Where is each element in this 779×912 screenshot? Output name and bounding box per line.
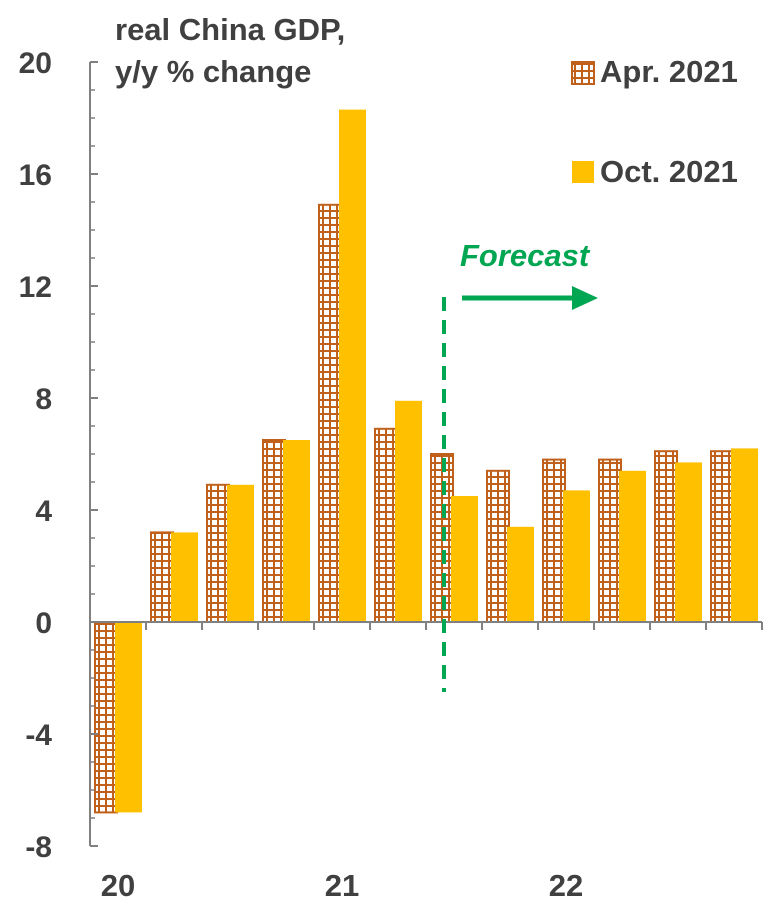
bar-oct-21Q4: [507, 526, 534, 622]
bar-apr-22Q4: [710, 450, 734, 624]
series-apr-2021: [94, 203, 734, 814]
forecast-arrow-head: [572, 286, 598, 310]
bar-oct-21Q1: [339, 109, 366, 623]
bar-apr-20Q4: [262, 439, 286, 623]
y-tick-label: 16: [19, 159, 52, 192]
y-axis-label: y/y % change: [115, 54, 311, 89]
y-tick-labels: -8 -4 0 4 8 12 16 20: [19, 47, 53, 864]
bar-apr-22Q1: [542, 458, 566, 623]
legend-label-apr: Apr. 2021: [600, 54, 738, 89]
bar-oct-22Q1: [563, 490, 590, 622]
bar-apr-21Q1: [318, 203, 342, 624]
bar-apr-22Q3: [654, 450, 678, 624]
bar-apr-21Q4: [486, 469, 510, 623]
y-tick-label: 0: [35, 607, 52, 640]
bar-oct-22Q4: [731, 448, 758, 622]
legend: Apr. 2021 Oct. 2021: [571, 54, 738, 189]
bar-apr-20Q2: [150, 531, 174, 624]
bar-apr-20Q3: [206, 483, 230, 623]
series-oct-2021: [115, 109, 758, 813]
legend-swatch-oct: [572, 161, 594, 183]
bar-oct-22Q3: [675, 462, 702, 622]
y-tick-label: 20: [19, 47, 52, 80]
y-tick-label: 8: [35, 383, 52, 416]
bar-oct-21Q2: [395, 400, 422, 622]
axes: [89, 61, 763, 847]
legend-label-oct: Oct. 2021: [600, 154, 738, 189]
bar-apr-22Q2: [598, 458, 622, 623]
bar-oct-20Q3: [227, 484, 254, 622]
x-tick-label: 20: [101, 868, 135, 903]
y-tick-label: -4: [25, 719, 52, 752]
bar-oct-21Q3: [451, 496, 478, 622]
bar-oct-20Q1: [115, 622, 142, 813]
x-tick-label: 21: [325, 868, 359, 903]
legend-swatch-apr: [571, 61, 595, 85]
x-tick-labels: 20 21 22: [101, 868, 583, 903]
y-tick-label: 12: [19, 271, 52, 304]
bar-apr-21Q2: [374, 427, 398, 623]
y-tick-label: -8: [25, 831, 52, 864]
bar-oct-20Q4: [283, 440, 310, 622]
bar-apr-20Q1: [94, 621, 118, 814]
bar-oct-20Q2: [171, 532, 198, 622]
plot-area: -8 -4 0 4 8 12 16 20 20 21 22: [19, 47, 763, 903]
y-tick-label: 4: [35, 495, 52, 528]
bar-oct-22Q2: [619, 470, 646, 622]
chart-title: real China GDP,: [115, 12, 345, 47]
forecast-annotation: Forecast: [442, 238, 598, 692]
x-tick-label: 22: [549, 868, 583, 903]
forecast-label: Forecast: [460, 238, 591, 273]
